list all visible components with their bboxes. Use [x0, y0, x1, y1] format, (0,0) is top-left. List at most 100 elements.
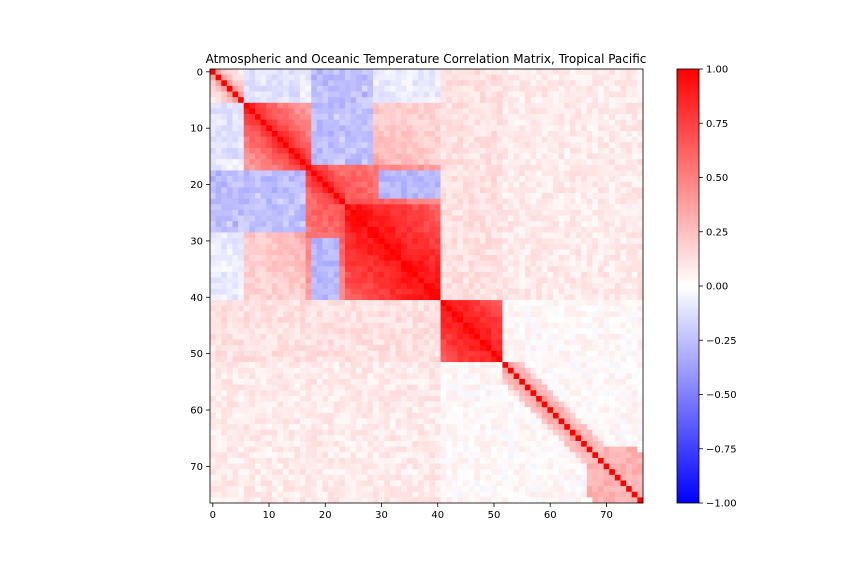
heatmap-cell [446, 277, 453, 284]
heatmap-cell [479, 350, 486, 357]
heatmap-cell [536, 356, 543, 363]
heatmap-cell [575, 384, 582, 391]
heatmap-cell [215, 170, 222, 177]
heatmap-cell [333, 119, 340, 126]
heatmap-cell [350, 193, 357, 199]
heatmap-cell [592, 74, 599, 81]
heatmap-cell [496, 181, 503, 188]
heatmap-cell [603, 317, 610, 323]
heatmap-cell [294, 294, 301, 301]
heatmap-cell [434, 429, 441, 436]
heatmap-cell [266, 277, 273, 284]
heatmap-cell [614, 395, 621, 402]
heatmap-cell [463, 164, 469, 171]
heatmap-cell [451, 142, 458, 149]
heatmap-cell [547, 221, 554, 228]
heatmap-cell [637, 204, 644, 211]
heatmap-cell [609, 266, 616, 273]
heatmap-cell [305, 102, 312, 109]
heatmap-cell [575, 204, 582, 211]
heatmap-cell [260, 294, 267, 301]
heatmap-cell [283, 204, 290, 211]
heatmap-cell [536, 215, 543, 222]
heatmap-cell [502, 260, 509, 267]
heatmap-cell [491, 159, 498, 166]
heatmap-cell [581, 311, 588, 318]
heatmap-cell [418, 407, 424, 414]
heatmap-cell [569, 317, 576, 323]
heatmap-cell [541, 271, 548, 278]
heatmap-cell [547, 136, 554, 143]
heatmap-cell [519, 85, 526, 92]
heatmap-cell [328, 80, 335, 87]
heatmap-cell [395, 260, 402, 267]
heatmap-cell [378, 243, 385, 250]
heatmap-cell [254, 333, 261, 340]
heatmap-cell [311, 294, 318, 301]
heatmap-cell [502, 412, 509, 419]
heatmap-cell [373, 243, 379, 250]
heatmap-cell [406, 221, 413, 228]
heatmap-cell [609, 288, 616, 295]
heatmap-cell [609, 91, 616, 98]
heatmap-cell [294, 204, 301, 211]
heatmap-cell [418, 379, 424, 385]
heatmap-cell [232, 401, 239, 408]
heatmap-cell [232, 373, 239, 380]
heatmap-cell [603, 131, 610, 137]
heatmap-cell [530, 271, 537, 278]
heatmap-cell [485, 85, 492, 92]
heatmap-cell [260, 170, 267, 177]
heatmap-cell [277, 74, 284, 81]
heatmap-cell [339, 255, 346, 261]
heatmap-cell [558, 187, 565, 194]
heatmap-cell [429, 288, 436, 295]
heatmap-cell [440, 362, 447, 369]
heatmap-cell [637, 97, 644, 104]
heatmap-cell [434, 198, 441, 205]
heatmap-cell [569, 74, 576, 81]
heatmap-cell [598, 181, 604, 188]
heatmap-cell [468, 85, 475, 92]
heatmap-cell [575, 170, 582, 177]
heatmap-cell [266, 97, 273, 104]
heatmap-cell [429, 401, 436, 408]
heatmap-cell [592, 215, 599, 222]
heatmap-cell [491, 91, 498, 98]
heatmap-cell [328, 164, 335, 171]
heatmap-cell [575, 395, 582, 402]
heatmap-cell [344, 187, 351, 194]
heatmap-cell [243, 232, 250, 239]
heatmap-cell [463, 362, 469, 369]
heatmap-cell [496, 322, 503, 329]
heatmap-cell [221, 131, 228, 137]
heatmap-cell [367, 97, 374, 104]
heatmap-cell [536, 153, 543, 160]
heatmap-cell [569, 367, 576, 374]
heatmap-cell [463, 215, 469, 222]
heatmap-cell [603, 176, 610, 183]
heatmap-cell [221, 91, 228, 98]
heatmap-cell [468, 209, 475, 216]
heatmap-cell [210, 373, 216, 380]
heatmap-cell [553, 277, 559, 284]
heatmap-cell [440, 305, 447, 312]
heatmap-cell [423, 384, 430, 391]
heatmap-cell [575, 226, 582, 233]
heatmap-cell [592, 356, 599, 363]
heatmap-cell [626, 164, 633, 171]
heatmap-cell [412, 271, 419, 278]
heatmap-cell [547, 412, 554, 419]
heatmap-cell [609, 209, 616, 216]
heatmap-cell [553, 339, 559, 346]
heatmap-cell [468, 255, 475, 261]
heatmap-cell [389, 266, 396, 273]
heatmap-cell [339, 119, 346, 126]
heatmap-cell [524, 204, 531, 211]
heatmap-cell [423, 80, 430, 87]
heatmap-cell [215, 176, 222, 183]
heatmap-cell [553, 407, 559, 414]
heatmap-cell [243, 69, 250, 75]
heatmap-cell [249, 119, 256, 126]
heatmap-cell [513, 294, 520, 301]
